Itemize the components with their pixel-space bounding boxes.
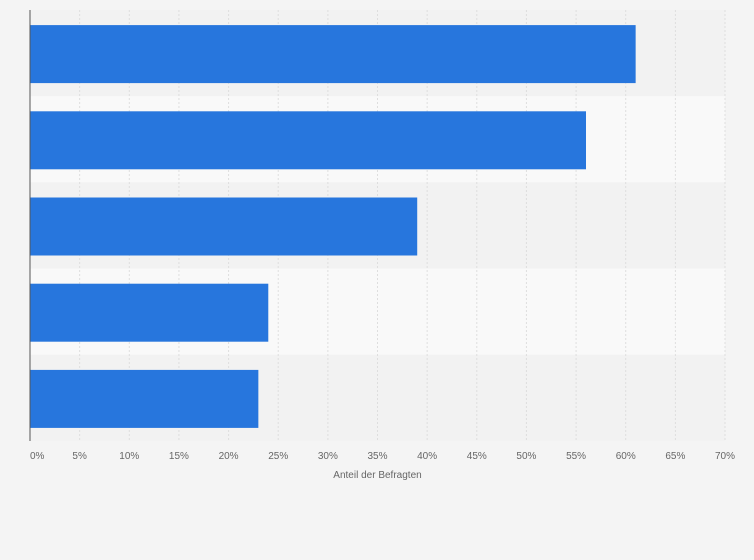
x-tick-label: 35% [367,451,387,462]
x-tick-label: 55% [566,451,586,462]
x-tick-label: 25% [268,451,288,462]
bar [30,369,259,428]
x-tick-label: 30% [318,451,338,462]
bar [30,111,586,170]
bar [30,197,418,256]
x-tick-label: 50% [516,451,536,462]
x-tick-label: 40% [417,451,437,462]
x-tick-label: 0% [30,451,45,462]
x-tick-label: 70% [715,451,735,462]
x-tick-label: 20% [219,451,239,462]
x-axis-title: Anteil der Befragten [333,470,421,481]
x-tick-labels: 0% 5% 10% 15% 20% 25% 30% 35% 40% 45% 50% 55% 60% 65%… [30,451,735,462]
x-tick-label: 10% [119,451,139,462]
bars [30,25,636,428]
x-tick-label: 15% [169,451,189,462]
bar [30,283,269,342]
x-tick-label: 5% [72,451,87,462]
x-tick-label: 65% [665,451,685,462]
x-tick-label: 60% [616,451,636,462]
x-tick-label: 45% [467,451,487,462]
bar [30,25,636,84]
